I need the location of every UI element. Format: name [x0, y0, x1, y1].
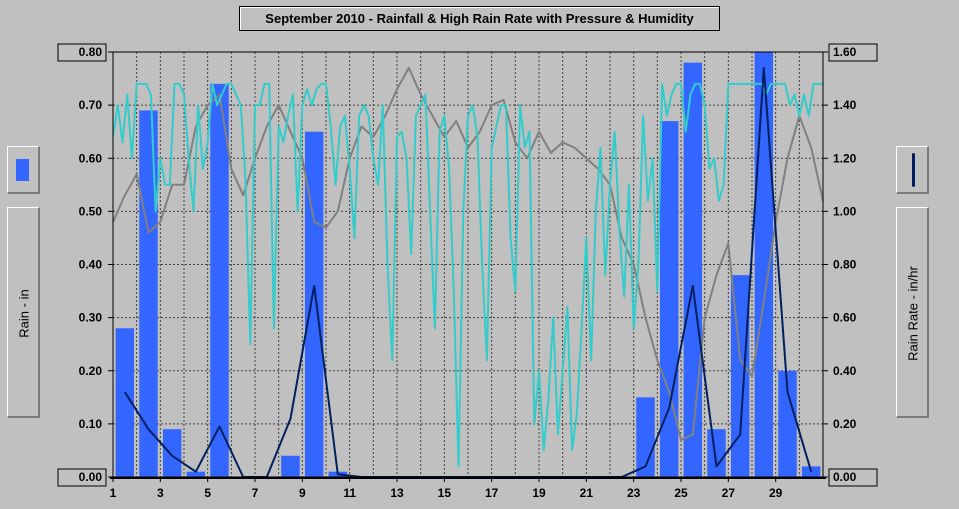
rain-legend-swatch — [16, 159, 29, 181]
x-tick-label: 7 — [252, 486, 259, 500]
rain-legend-box — [7, 146, 40, 194]
y-tick-label: 0.00 — [79, 470, 103, 484]
x-tick-label: 5 — [204, 486, 211, 500]
y2-tick-label: 0.40 — [833, 364, 857, 378]
rain-bar — [304, 131, 324, 477]
rain-bar — [778, 370, 797, 477]
rain-bar — [115, 328, 135, 477]
x-tick-label: 17 — [485, 486, 499, 500]
rain-bar — [186, 471, 206, 477]
pressure-line — [112, 66, 824, 441]
x-tick-label: 3 — [157, 486, 164, 500]
y2-tick-label: 0.80 — [833, 258, 857, 272]
x-tick-label: 13 — [390, 486, 404, 500]
y-tick-label: 0.50 — [79, 204, 103, 218]
y2-tick-label: 1.60 — [833, 45, 857, 59]
x-tick-label: 21 — [580, 486, 594, 500]
y-tick-label: 0.10 — [79, 417, 103, 431]
y2-tick-label: 1.40 — [833, 98, 857, 112]
rain-bar — [162, 429, 182, 477]
y2-tick-label: 0.00 — [833, 470, 857, 484]
y2-tick-label: 0.60 — [833, 311, 857, 325]
y-tick-label: 0.60 — [79, 151, 103, 165]
x-tick-label: 15 — [438, 486, 452, 500]
chart-title: September 2010 - Rainfall & High Rain Ra… — [239, 6, 720, 31]
rain-bar — [707, 429, 726, 477]
x-tick-label: 19 — [532, 486, 546, 500]
right-axis-label-box: Rain Rate - in/hr — [896, 207, 929, 418]
rain-bar — [730, 275, 750, 477]
x-tick-label: 1 — [110, 486, 117, 500]
rain-bar — [683, 62, 703, 477]
rain-bar — [754, 52, 774, 477]
left-axis-label-box: Rain - in — [7, 207, 40, 418]
rain-bar — [281, 455, 300, 477]
y-tick-label: 0.40 — [79, 258, 103, 272]
humidity-line — [112, 82, 823, 468]
x-tick-label: 9 — [299, 486, 306, 500]
rain-bar — [139, 110, 158, 477]
y-tick-box — [57, 468, 107, 487]
x-tick-label: 25 — [674, 486, 688, 500]
x-tick-label: 23 — [627, 486, 641, 500]
y-tick-label: 0.20 — [79, 364, 103, 378]
y2-tick-box — [828, 43, 878, 62]
rain-bar — [210, 83, 229, 477]
rain-rate-legend-swatch — [912, 153, 915, 187]
y-tick-label: 0.80 — [79, 45, 103, 59]
y2-tick-box — [828, 468, 878, 487]
rain-rate-legend-box — [896, 146, 929, 194]
x-tick-label: 11 — [343, 486, 356, 500]
y2-tick-label: 0.20 — [833, 417, 857, 431]
y-tick-box — [57, 43, 107, 62]
y-tick-label: 0.30 — [79, 311, 103, 325]
x-tick-label: 29 — [769, 486, 783, 500]
x-tick-label: 27 — [722, 486, 736, 500]
y2-tick-label: 1.00 — [833, 204, 857, 218]
y2-tick-label: 1.20 — [833, 151, 857, 165]
y-tick-label: 0.70 — [79, 98, 103, 112]
